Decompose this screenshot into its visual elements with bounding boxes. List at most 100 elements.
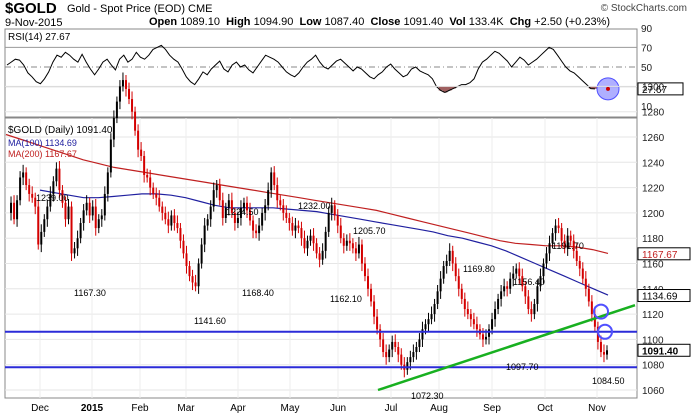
candle-body	[88, 202, 91, 216]
candle-body	[230, 200, 233, 213]
price-annotation: 1084.50	[592, 376, 625, 386]
candle-body	[73, 248, 76, 254]
candle-body	[19, 177, 22, 201]
month-tick-label: 2015	[81, 403, 104, 414]
price-tag	[637, 289, 691, 303]
candle-body	[258, 225, 261, 234]
candle-body	[306, 240, 309, 249]
instrument-name: Gold - Spot Price (EOD) CME	[67, 3, 213, 15]
candle-body	[406, 362, 409, 370]
candle-body	[128, 88, 131, 100]
candle-body	[581, 268, 584, 279]
candle-body	[109, 139, 112, 173]
candle-body	[218, 185, 221, 201]
candle-body	[515, 268, 518, 274]
candle-body	[409, 357, 412, 363]
candle-body	[94, 206, 97, 229]
candle-body	[388, 349, 391, 358]
price-annotation: 1239.00	[36, 193, 69, 203]
candle-body	[542, 263, 545, 277]
candle-body	[548, 243, 551, 254]
uptrend-line	[377, 304, 636, 392]
price-tick-label: 1280	[642, 108, 665, 119]
candle-body	[484, 336, 487, 340]
candle-body	[554, 225, 557, 234]
price-tick-label: 1120	[642, 310, 664, 321]
candle-body	[91, 206, 94, 216]
rsi-oversold-fill	[447, 86, 452, 91]
candle-body	[279, 200, 282, 206]
price-tick-label: 1180	[642, 234, 664, 245]
candle-body	[391, 341, 394, 350]
rsi-oversold-fill	[593, 86, 598, 89]
candle-body	[106, 172, 109, 194]
candle-body	[539, 276, 542, 287]
candle-body	[333, 205, 336, 216]
candle-body	[460, 288, 463, 299]
rsi-oversold-fill	[438, 86, 444, 91]
candle-body	[100, 215, 103, 220]
stockcharts-credit[interactable]: © StockCharts.com	[600, 3, 687, 14]
rsi-panel	[4, 28, 638, 118]
candle-body	[545, 253, 548, 264]
candle-body	[415, 346, 418, 353]
candle-body	[454, 263, 457, 277]
candle-body	[424, 324, 427, 330]
candle-body	[488, 329, 491, 337]
candle-body	[140, 149, 143, 156]
candle-body	[149, 177, 152, 188]
candle-body	[22, 172, 25, 178]
candle-body	[203, 225, 206, 245]
candle-body	[64, 202, 67, 220]
candle-body	[602, 352, 605, 355]
candle-body	[85, 202, 88, 211]
candle-body	[373, 301, 376, 317]
price-tag-label: 1167.67	[642, 250, 678, 261]
candle-body	[509, 278, 512, 289]
candle-body	[227, 200, 230, 208]
month-tick-label: Aug	[430, 403, 448, 414]
price-annotation: 1224.50	[226, 207, 259, 217]
month-tick-label: Jun	[330, 403, 346, 414]
rsi-oversold-fill	[451, 86, 456, 89]
candle-body	[179, 228, 182, 241]
candle-body	[115, 101, 118, 119]
candle-body	[13, 202, 16, 220]
month-tick-label: May	[281, 403, 300, 414]
candle-body	[363, 263, 366, 277]
candle-body	[273, 172, 276, 186]
price-annotation: 1232.00	[298, 201, 331, 211]
candle-body	[385, 352, 388, 358]
candle-body	[221, 200, 224, 218]
candle-body	[161, 206, 164, 213]
candle-body	[312, 235, 315, 244]
candle-body	[472, 319, 475, 325]
candle-body	[224, 207, 227, 218]
candle-body	[394, 341, 397, 347]
candle-body	[267, 190, 270, 206]
candle-body	[288, 217, 291, 224]
candle-body	[264, 205, 267, 213]
candle-body	[143, 155, 146, 175]
candle-body	[25, 172, 28, 186]
breakdown-circle	[597, 323, 613, 340]
candle-body	[379, 329, 382, 340]
month-tick-label: Feb	[131, 403, 149, 414]
candle-body	[152, 187, 155, 194]
rsi-last-point	[606, 86, 610, 91]
candle-body	[197, 263, 200, 287]
price-annotation: 1168.40	[242, 288, 274, 298]
legend-ma200: MA(200) 1167.67	[8, 149, 77, 159]
candle-body	[457, 276, 460, 289]
rsi-tick-label: 10	[641, 102, 653, 113]
candle-body	[360, 244, 363, 264]
rsi-title: RSI(14) 27.67	[8, 32, 71, 43]
ma100-line	[39, 189, 609, 296]
candle-body	[233, 212, 236, 224]
candle-body	[357, 244, 360, 254]
candle-body	[578, 260, 581, 269]
candle-body	[170, 215, 173, 226]
candle-body	[336, 215, 339, 226]
candle-body	[412, 352, 415, 358]
